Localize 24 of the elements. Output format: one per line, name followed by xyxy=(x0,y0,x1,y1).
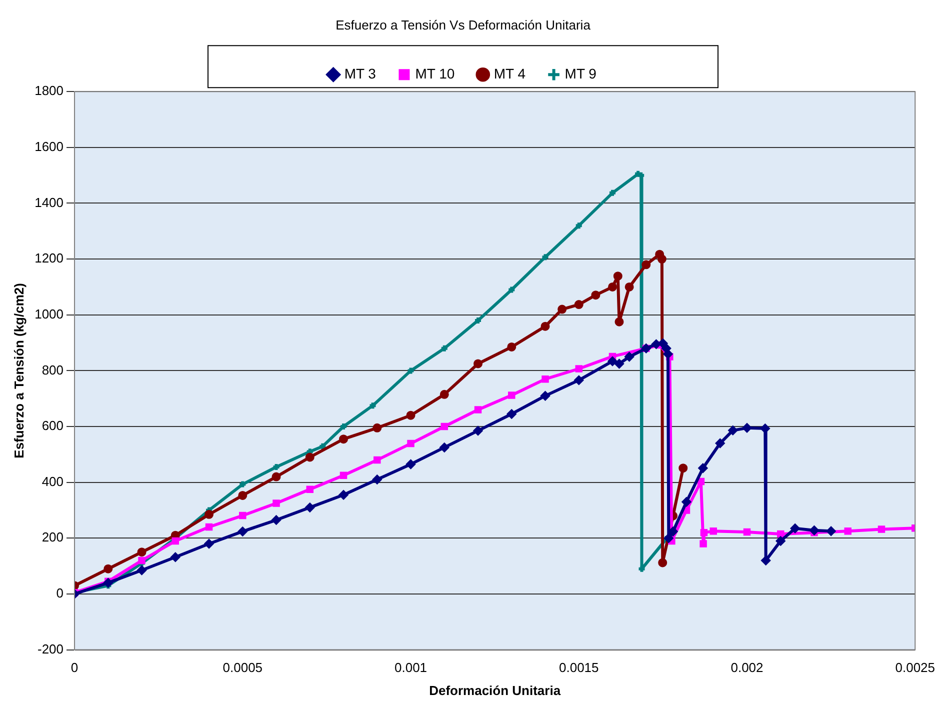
y-tick-label: 1400 xyxy=(34,194,64,210)
x-tick-label: 0 xyxy=(70,660,78,676)
legend-label: MT 3 xyxy=(344,65,376,82)
x-tick-label: 0.0005 xyxy=(222,660,263,676)
y-tick-label: 1600 xyxy=(34,139,64,154)
x-tick-label: 0.0015 xyxy=(558,660,599,676)
legend-label: MT 10 xyxy=(415,65,455,82)
x-tick-label: 0.002 xyxy=(730,660,764,676)
legend-label: MT 4 xyxy=(494,65,526,82)
y-tick-label: 1200 xyxy=(34,250,64,266)
y-tick-label: 1000 xyxy=(34,306,64,322)
y-tick-label: 600 xyxy=(42,418,64,434)
chart-title: Esfuerzo a Tensión Vs Deformación Unitaria xyxy=(336,17,592,32)
y-tick-label: 0 xyxy=(56,586,64,601)
y-tick-label: 200 xyxy=(42,530,64,545)
y-tick-label: -200 xyxy=(37,641,64,656)
x-axis-title: Deformación Unitaria xyxy=(429,682,562,698)
y-tick-label: 800 xyxy=(42,362,64,378)
y-tick-label: 1800 xyxy=(34,83,64,98)
y-axis-title: Esfuerzo a Tensión (kg/cm2) xyxy=(11,283,26,458)
x-tick-label: 0.001 xyxy=(394,660,428,676)
legend-label: MT 9 xyxy=(564,65,597,82)
y-tick-label: 400 xyxy=(42,474,64,489)
x-tick-label: 0.0025 xyxy=(895,660,935,676)
